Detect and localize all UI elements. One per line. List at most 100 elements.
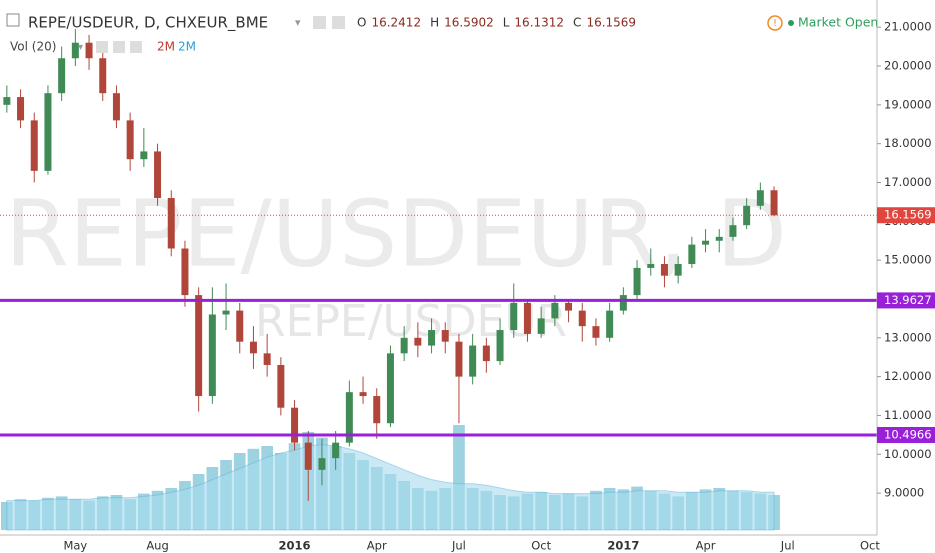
candle-body — [222, 310, 230, 315]
candle-body — [647, 264, 655, 268]
y-tick-label: 21.0000 — [884, 20, 932, 34]
candle-body — [510, 302, 518, 331]
y-tick-label: 19.0000 — [884, 97, 932, 111]
price-tag — [877, 207, 935, 224]
candle-body — [414, 337, 422, 346]
candle-body — [565, 302, 573, 311]
y-tick-label: 17.0000 — [884, 175, 932, 189]
candle-body — [743, 205, 751, 226]
candle-body — [304, 442, 312, 470]
alert-icon[interactable] — [767, 15, 783, 31]
background: REPE/USDEUR, D REPE/USDEUR — [5, 180, 787, 347]
price-tag-label: 10.4966 — [884, 428, 932, 442]
candle-body — [140, 151, 148, 160]
volume-bar — [453, 425, 465, 530]
candle-body — [770, 190, 778, 216]
ohlc-label: H — [430, 16, 439, 30]
y-tick-label: 13.0000 — [884, 330, 932, 344]
volume-ma-area — [6, 444, 775, 531]
x-tick-label: May — [63, 539, 87, 553]
candle-body — [44, 93, 52, 171]
dropdown[interactable]: ▾ — [295, 16, 301, 29]
settings-icon[interactable] — [332, 16, 345, 29]
candle-body — [523, 302, 531, 334]
candle-body — [482, 345, 490, 362]
volume-value: 2M — [157, 40, 175, 54]
candle-body — [236, 310, 244, 342]
price-tag-label: 13.9627 — [884, 293, 932, 307]
x-tick-label: Oct — [860, 539, 880, 553]
candle-body — [386, 353, 394, 424]
x-tick-label: Jul — [780, 539, 795, 553]
candle-body — [455, 341, 463, 377]
volume-ma-value: 2M — [178, 40, 196, 54]
candle-body — [345, 392, 353, 443]
dropdown[interactable]: ▾ — [78, 42, 83, 53]
ohlc-legend: O 16.2412 H 16.5902 L 16.1312 C 16.1569 — [357, 16, 636, 30]
candle-body — [181, 248, 189, 296]
candle-body — [208, 314, 216, 397]
volume-legend: Vol (20) — [10, 40, 56, 54]
alert-icon: ! — [773, 18, 777, 29]
x-tick-label: Jul — [451, 539, 466, 553]
candle-body — [400, 337, 408, 354]
watermark: REPE/USDEUR — [255, 296, 567, 347]
y-tick-label: 11.0000 — [884, 408, 932, 422]
y-tick-label: 10.0000 — [884, 447, 932, 461]
settings-icon[interactable] — [96, 41, 108, 53]
status-dot — [788, 20, 794, 26]
candle-body — [496, 330, 504, 362]
candle-body — [126, 120, 134, 160]
candle-body — [619, 295, 627, 311]
candle-body — [154, 151, 162, 199]
y-tick-label: 20.0000 — [884, 59, 932, 73]
x-tick-label: Aug — [146, 539, 168, 553]
candle-body — [71, 42, 79, 59]
candle-body — [99, 58, 107, 94]
candle-body — [660, 264, 668, 276]
ohlc-label: O — [357, 16, 366, 30]
candle-body — [58, 58, 66, 94]
candle-body — [263, 353, 271, 365]
ohlc-value: 16.1312 — [514, 16, 564, 30]
price-axis — [877, 0, 935, 553]
candle-body — [469, 345, 477, 377]
candle-body — [3, 97, 11, 105]
price-tag — [877, 427, 935, 444]
x-tick-label: Oct — [531, 539, 551, 553]
candle-body — [715, 236, 723, 241]
y-tick-label: 12.0000 — [884, 369, 932, 383]
candle-body — [373, 396, 381, 424]
candle-body — [291, 407, 299, 443]
plot-area — [0, 29, 877, 531]
chart-title: REPE/USDEUR, D, CHXEUR_BME — [28, 14, 268, 33]
market-status: Market Open — [798, 15, 878, 30]
x-tick-label: Apr — [367, 539, 387, 553]
y-tick-label: 15.0000 — [884, 253, 932, 267]
candle-body — [578, 310, 586, 327]
candle-body — [537, 318, 545, 334]
price-tag-label: 16.1569 — [884, 208, 932, 222]
candle-body — [318, 458, 326, 470]
candle-body — [359, 392, 367, 397]
ohlc-value: 16.2412 — [371, 16, 421, 30]
candle-body — [195, 295, 203, 397]
candle-body — [688, 244, 696, 265]
candle-body — [332, 442, 340, 459]
axes: 9.000010.000011.000012.000013.000014.000… — [63, 20, 935, 553]
settings-icon[interactable] — [113, 41, 125, 53]
candle-body — [702, 240, 710, 245]
candle-body — [606, 310, 614, 338]
candle-body — [756, 190, 764, 206]
ohlc-label: L — [503, 16, 510, 30]
candle-body — [633, 267, 641, 296]
settings-icon[interactable] — [130, 41, 142, 53]
settings-icon[interactable] — [313, 16, 326, 29]
watermark: REPE/USDEUR, D — [5, 180, 787, 287]
candle-body — [592, 326, 600, 338]
candle-body — [30, 120, 38, 171]
menu-icon[interactable] — [6, 13, 20, 27]
candle-body — [17, 97, 25, 121]
candle-body — [167, 198, 175, 249]
